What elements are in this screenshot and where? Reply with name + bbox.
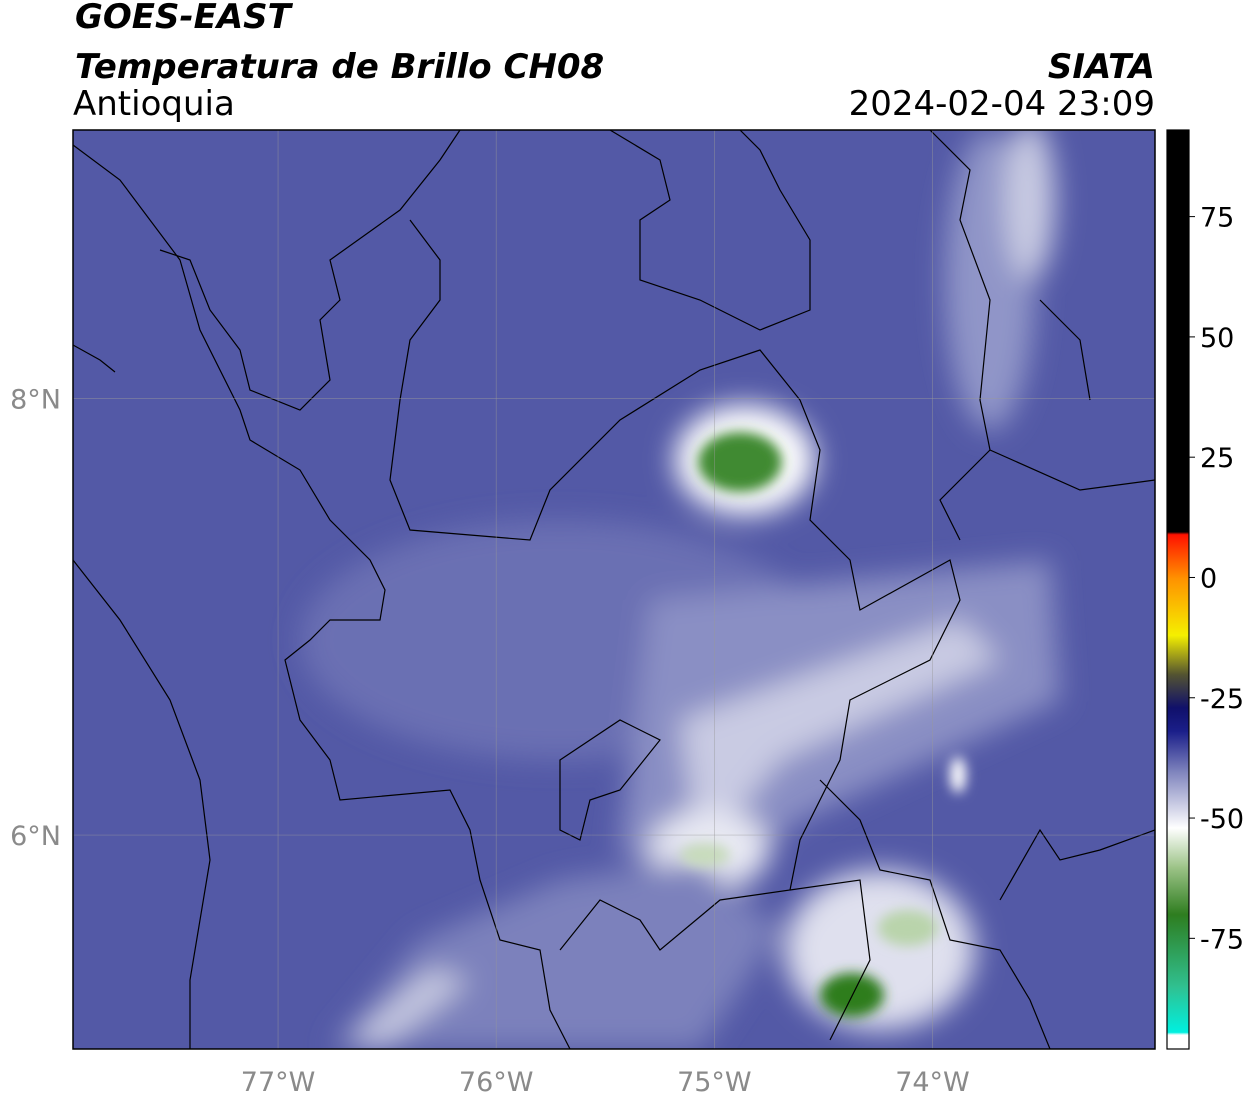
colorbar-segment [1167, 534, 1189, 578]
colorbar-tick-label: -75 [1200, 924, 1244, 955]
colorbar-segment [1167, 866, 1189, 915]
colorbar-segment [1167, 986, 1189, 1033]
x-tick-label: 77°W [241, 1067, 316, 1098]
colorbar-segment [1167, 1034, 1189, 1050]
colorbar-segment [1167, 731, 1189, 771]
colorbar-segment [1167, 827, 1189, 867]
y-tick-label: 6°N [10, 821, 61, 852]
colorbar-segment [1167, 707, 1189, 732]
colorbar-segment [1167, 1032, 1189, 1036]
map-frame [72, 129, 1156, 1050]
colorbar-segment [1167, 130, 1189, 533]
title: GOES-EAST [75, 0, 294, 37]
colorbar-segment [1167, 531, 1189, 535]
colorbar-tick-label: -50 [1200, 804, 1244, 835]
colorbar-segment [1167, 673, 1189, 708]
boundaries [73, 130, 1155, 1049]
x-tick-label: 75°W [677, 1067, 752, 1098]
x-tick-label: 76°W [459, 1067, 534, 1098]
colorbar-tick-label: 50 [1200, 323, 1234, 354]
y-tick-label: 8°N [10, 384, 61, 415]
colorbar-tick-label: 0 [1200, 563, 1217, 594]
x-tick-label: 74°W [895, 1067, 970, 1098]
datetime: 2024-02-04 23:09 [849, 84, 1155, 124]
colorbar-frame [1166, 129, 1190, 1050]
colorbar-tick-label: 75 [1200, 203, 1234, 234]
colorbar-tick-label: 25 [1200, 443, 1234, 474]
colorbar-segment [1167, 769, 1189, 829]
colorbar-segment [1167, 635, 1189, 675]
colorbar-segment [1167, 914, 1189, 987]
satellite-image [73, 130, 1155, 1049]
colorbar-segment [1167, 577, 1189, 636]
subtitle: Temperatura de Brillo CH08 [75, 47, 604, 87]
region: Antioquia [73, 84, 235, 124]
colorbar-tick-label: -25 [1200, 684, 1244, 715]
source: SIATA [1048, 47, 1155, 87]
